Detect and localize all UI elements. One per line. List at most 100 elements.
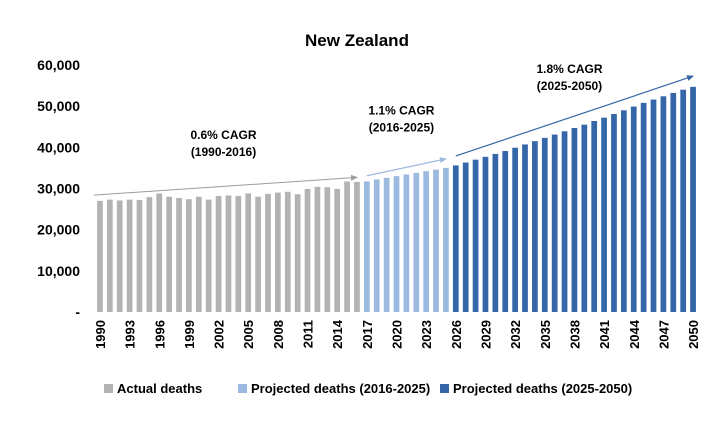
y-axis: - 10,000 20,000 30,000 40,000 50,000 60,000 [37,57,80,320]
bar-2011 [304,188,311,312]
bar-2043 [620,110,627,312]
legend-swatch [440,384,449,393]
bar-1995 [146,197,153,312]
bar-1992 [116,200,123,312]
bar-2044 [630,106,637,312]
bar-2004 [235,195,242,312]
y-tick-label: 60,000 [37,57,80,73]
bar-1998 [176,197,182,312]
bar-2002 [215,195,222,312]
x-tick-label: 1990 [93,320,108,349]
x-tick-label: 1993 [123,320,138,349]
bar-2016 [354,181,360,312]
bar-1999 [186,199,192,312]
y-tick-label: - [75,304,80,320]
bar-2006 [255,196,261,312]
bar-2003 [225,195,232,312]
legend-label: Projected deaths (2025-2050) [453,381,632,396]
trend-arrow [455,75,695,157]
y-tick-label: 40,000 [37,139,80,155]
cagr-rate-label: 0.6% CAGR [190,128,256,142]
bar-1991 [106,199,113,312]
y-tick-label: 10,000 [37,263,80,279]
bar-2039 [581,124,588,312]
x-tick-label: 2041 [597,320,612,349]
x-tick-label: 1999 [182,320,197,349]
cagr-period-label: (2016-2025) [369,120,434,134]
bar-2009 [284,191,291,312]
x-tick-label: 2011 [301,320,316,348]
bar-1997 [166,196,172,312]
x-tick-label: 2023 [419,320,434,349]
bar-2034 [532,141,538,312]
bar-2015 [344,181,350,312]
legend-swatch [104,384,113,393]
bar-2046 [650,99,657,312]
legend-label: Projected deaths (2016-2025) [251,381,430,396]
x-tick-label: 2026 [449,320,464,349]
x-tick-label: 2008 [271,320,286,349]
x-tick-label: 2014 [330,319,345,349]
cagr-rate-label: 1.8% CAGR [536,62,602,76]
bars [97,86,696,313]
bar-2036 [551,134,558,312]
bar-2035 [541,137,548,312]
trend-arrow [366,157,447,177]
bar-2031 [502,151,509,312]
bar-2013 [324,187,331,312]
cagr-annotations: 0.6% CAGR (1990-2016) 1.1% CAGR (2016-2025)… [190,62,602,159]
bar-2032 [512,147,518,312]
cagr-period-label: (1990-2016) [191,145,256,159]
legend: Actual deaths Projected deaths (2016-2025… [104,381,632,396]
x-tick-label: 2038 [567,320,582,349]
bar-2028 [472,159,479,312]
bar-2030 [492,153,499,312]
x-tick-label: 1996 [152,320,167,349]
bar-1994 [136,200,143,312]
bar-2001 [205,199,212,312]
x-tick-label: 2047 [656,320,671,349]
bar-2026 [452,165,459,312]
bar-2024 [433,169,439,312]
trend-arrows [93,75,695,196]
x-tick-label: 2002 [212,320,227,349]
trend-arrow [93,174,358,196]
bar-2033 [522,144,528,312]
x-tick-label: 2020 [390,320,405,349]
cagr-rate-label: 1.1% CAGR [368,103,434,117]
bar-2017 [363,181,370,312]
bar-2045 [640,102,647,313]
legend-swatch [238,384,247,393]
bar-2014 [334,188,341,312]
legend-label: Actual deaths [117,381,202,396]
bar-2023 [423,171,430,312]
bar-2037 [561,131,568,312]
bar-1993 [126,199,133,312]
bar-2008 [275,192,281,312]
bar-2048 [670,92,677,313]
bar-2000 [195,196,202,312]
bar-2049 [680,89,687,312]
bar-2010 [294,194,301,312]
x-axis: 1990 1993 1996 1999 2002 2005 2008 2011 2014 2017… [93,319,701,349]
bar-2018 [373,179,380,312]
bar-2042 [611,113,617,313]
bar-2020 [393,176,400,312]
bar-2021 [403,174,410,312]
bar-2022 [413,172,420,312]
x-tick-label: 2029 [478,320,493,349]
bar-2019 [383,177,390,312]
bar-2012 [314,186,321,312]
bar-2038 [571,127,578,313]
x-tick-label: 2032 [508,320,523,349]
x-tick-label: 2044 [627,319,642,349]
bar-1990 [97,200,103,312]
y-tick-label: 20,000 [37,222,80,238]
bar-2027 [462,162,469,312]
y-tick-label: 30,000 [37,181,80,197]
bar-1996 [156,193,163,312]
chart-title: New Zealand [305,31,409,50]
bar-2007 [265,193,271,312]
x-tick-label: 2017 [360,320,375,349]
bar-2040 [591,120,598,313]
